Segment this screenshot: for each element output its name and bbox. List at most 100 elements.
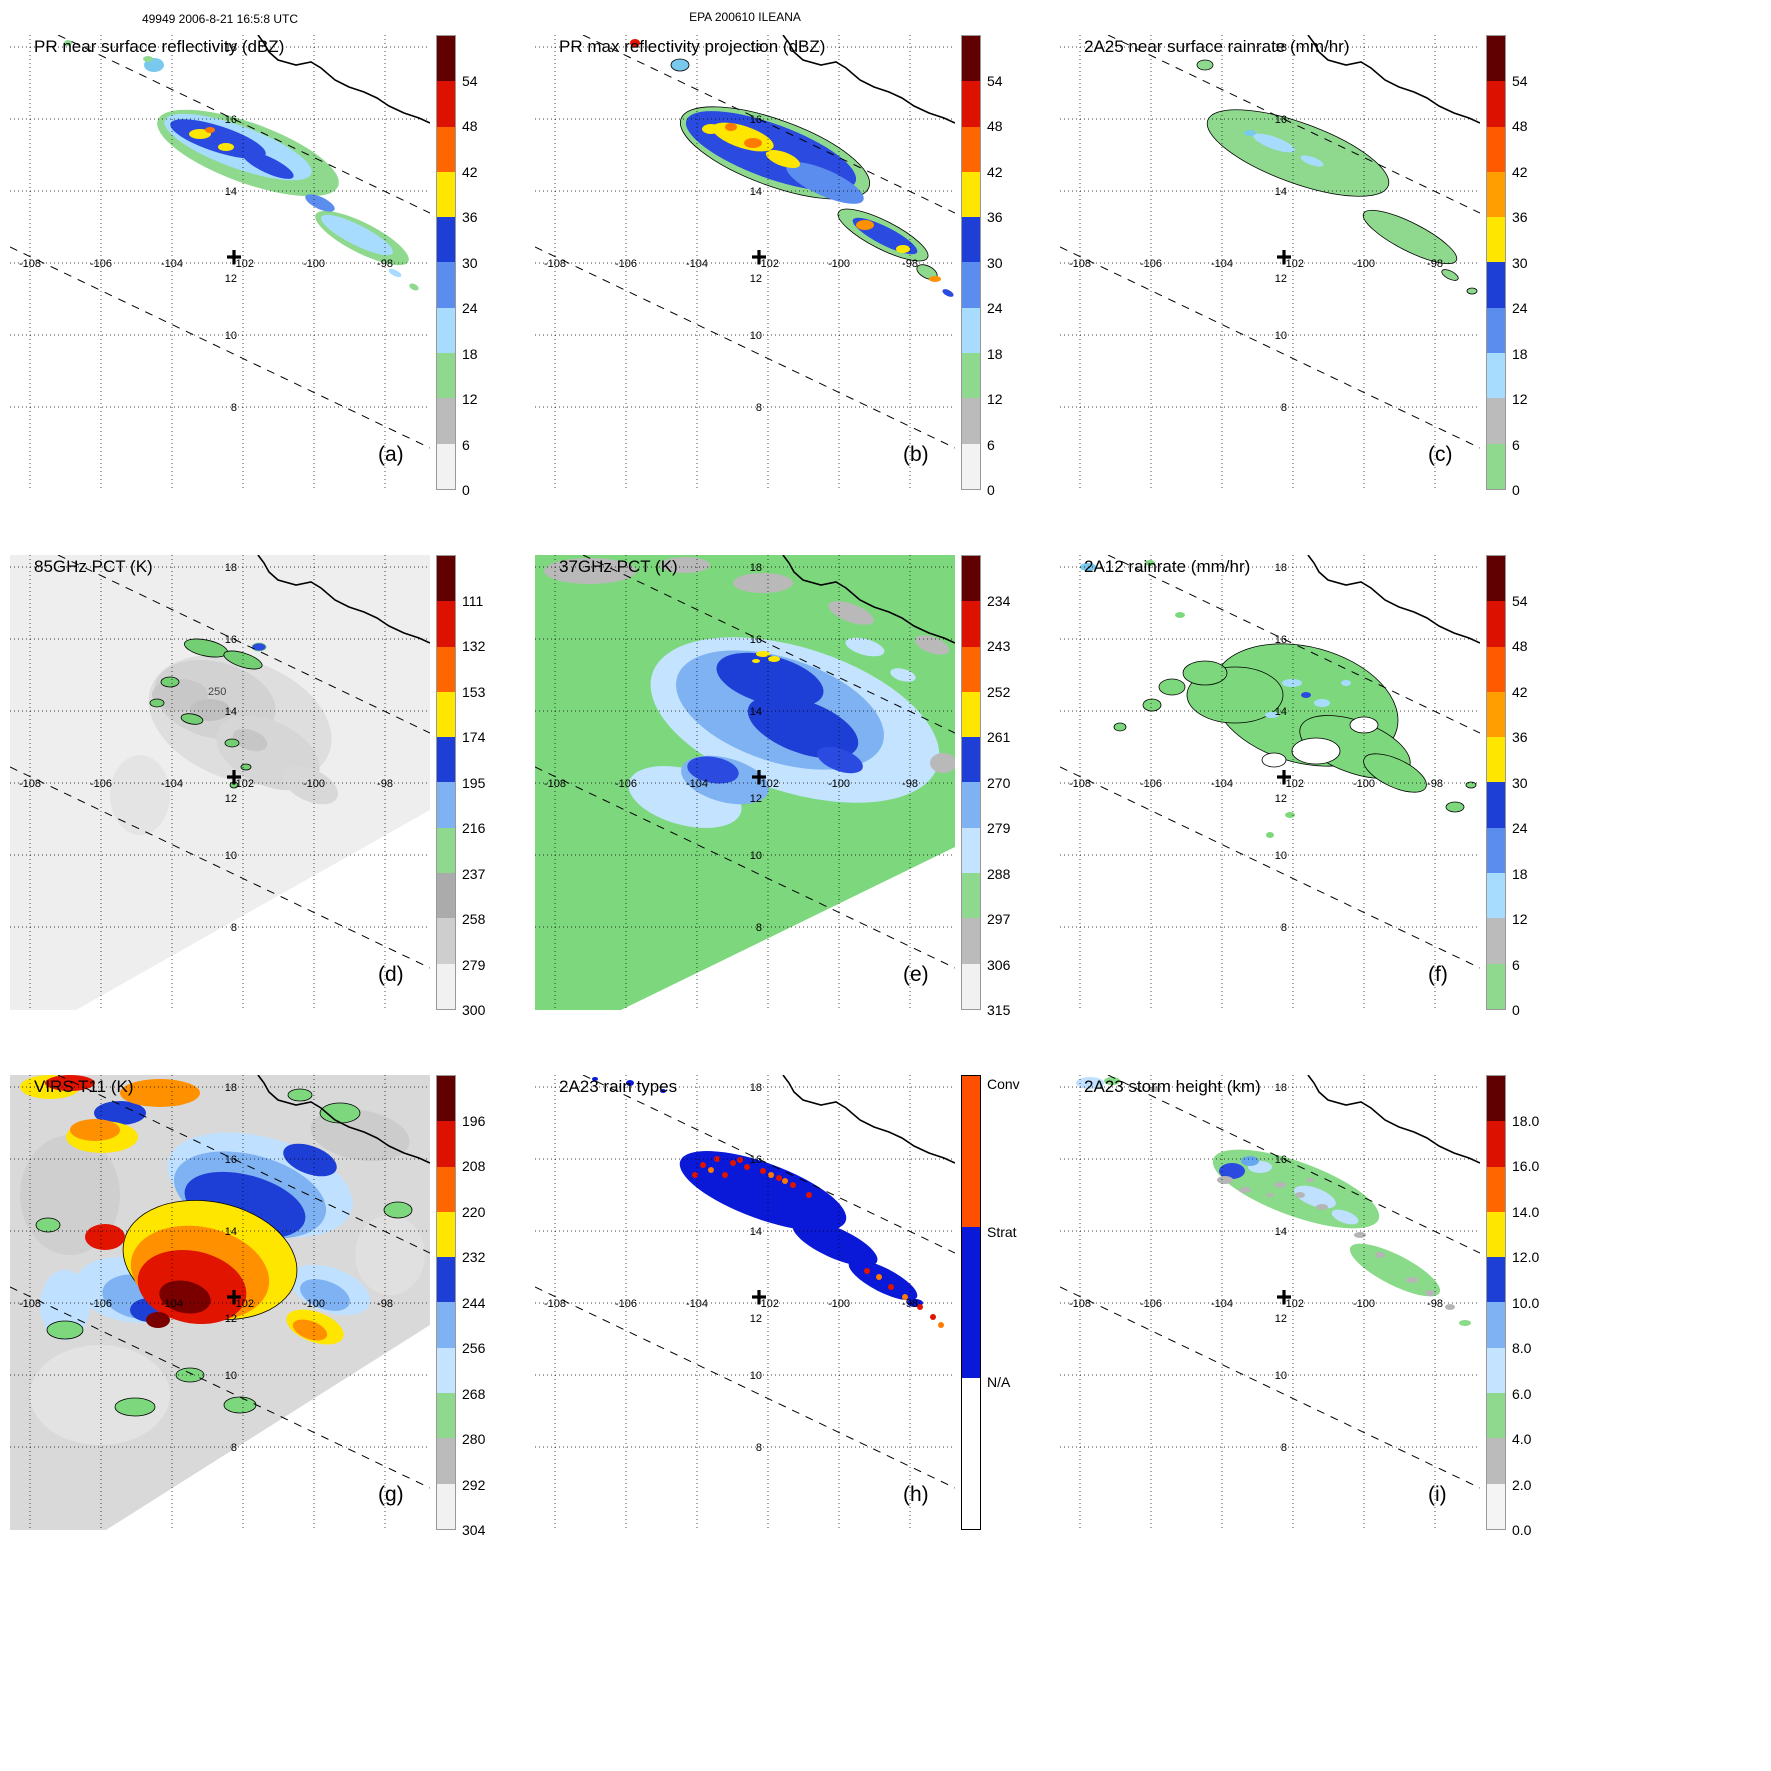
data-blob — [592, 1077, 598, 1081]
data-blob — [189, 129, 211, 139]
lat-tick-label: 8 — [756, 402, 762, 414]
colorbar-segment — [437, 126, 455, 172]
colorbar-segment — [962, 918, 980, 964]
colorbar-tick-label: 48 — [462, 118, 478, 134]
colorbar-segment — [1487, 963, 1505, 1009]
panel-letter-e: (e) — [903, 963, 929, 986]
colorbar-tick-label: 195 — [462, 774, 486, 791]
colorbar-tick-label: 12 — [1512, 911, 1528, 927]
lat-tick-label: 12 — [1275, 1313, 1287, 1325]
data-blob — [626, 1080, 634, 1086]
colorbar-tick-label: 2.0 — [1512, 1476, 1532, 1493]
data-blob — [1441, 269, 1459, 281]
lat-tick-label: 16 — [225, 114, 237, 126]
lon-tick-label: -100 — [828, 258, 850, 270]
lon-tick-label: -98 — [377, 258, 393, 270]
lon-tick-label: -102 — [1282, 1298, 1304, 1310]
colorbar-tick-label: Conv — [987, 1076, 1020, 1093]
data-blob — [321, 214, 393, 256]
lat-tick-label: 10 — [1275, 1370, 1287, 1382]
lon-tick-label: -106 — [615, 1298, 637, 1310]
colorbar-segment — [962, 126, 980, 172]
data-blob — [760, 1168, 766, 1174]
data-blob — [1158, 678, 1186, 696]
lon-tick-label: -104 — [686, 258, 708, 270]
lat-tick-label: 10 — [1275, 850, 1287, 862]
data-blob — [890, 668, 916, 682]
data-blob — [1349, 1243, 1441, 1297]
data-blob — [205, 127, 215, 133]
lon-tick-label: -100 — [303, 778, 325, 790]
colorbar-segment — [962, 827, 980, 874]
panel-e: -108 -106 -104 -102 -100 -98 18 16 14 12 10 8 37GHz … — [535, 555, 1055, 1027]
colorbar-tick-label: 18.0 — [1512, 1112, 1540, 1129]
colorbar-tick-label: 288 — [987, 865, 1011, 882]
colorbar-tick-label: 6.0 — [1512, 1385, 1532, 1402]
colorbar-segment — [1487, 1121, 1505, 1167]
map-canvas-f: -108 -106 -104 -102 -100 -98 18 16 14 12 10 8 — [1060, 555, 1480, 1010]
colorbar-e — [961, 555, 981, 1010]
coastline — [782, 35, 955, 124]
data-blob — [218, 143, 234, 151]
data-blob — [1291, 737, 1341, 765]
colorbar-segment — [1487, 262, 1505, 308]
colorbar-segment — [1487, 171, 1505, 218]
swath-edge-line — [1060, 1286, 1480, 1489]
lat-tick-label: 10 — [225, 1370, 237, 1382]
colorbar-tick-label: 48 — [1512, 118, 1528, 134]
lon-tick-label: -106 — [615, 258, 637, 270]
map-canvas-i: -108 -106 -104 -102 -100 -98 18 16 14 12 10 8 — [1060, 1075, 1480, 1530]
data-blob — [1266, 832, 1274, 838]
data-blob — [938, 1322, 944, 1328]
colorbar-segment — [437, 307, 455, 354]
colorbar-tick-label: 18 — [462, 345, 478, 362]
colorbar-segment — [962, 601, 980, 647]
panel-letter-b: (b) — [903, 443, 929, 466]
data-blob — [152, 679, 208, 711]
lat-tick-label: 18 — [750, 42, 762, 54]
colorbar-tick-label: 30 — [1512, 774, 1528, 791]
data-blob — [768, 1172, 774, 1178]
colorbar-segment — [437, 1438, 455, 1484]
colorbar-tick-label: 0 — [462, 482, 470, 498]
lon-tick-label: -106 — [615, 778, 637, 790]
colorbar-tick-label: 30 — [987, 254, 1003, 271]
colorbar-tick-label: 42 — [987, 163, 1003, 180]
swath-field — [10, 555, 430, 1010]
colorbar-tick-label: 48 — [987, 118, 1003, 134]
data-blob — [792, 1213, 808, 1221]
swath-edge-line — [10, 246, 430, 449]
data-blob — [1266, 1193, 1274, 1197]
colorbar-tick-label: 315 — [987, 1002, 1011, 1018]
colorbar-tick-label: 42 — [1512, 683, 1528, 700]
data-blob — [776, 1175, 782, 1181]
lat-tick-label: 8 — [756, 922, 762, 934]
colorbar-tick-label: 24 — [462, 300, 478, 316]
colorbar-tick-label: 300 — [462, 1002, 486, 1018]
data-blob — [159, 1280, 211, 1314]
colorbar-tick-label: 0 — [1512, 482, 1520, 498]
data-blob — [223, 1396, 257, 1414]
lat-tick-label: 14 — [225, 1226, 237, 1238]
map-canvas-b: -108 -106 -104 -102 -100 -98 18 16 14 12 10 8 — [535, 35, 955, 490]
data-blob — [888, 1284, 894, 1290]
data-blob — [660, 557, 710, 573]
data-blob — [190, 699, 230, 721]
colorbar-tick-label: 54 — [1512, 592, 1528, 609]
data-blob — [1459, 1320, 1471, 1326]
panel-a: -108 -106 -104 -102 -100 -98 18 16 14 12 10 8 PR nea… — [10, 35, 530, 507]
map-canvas-h: -108 -106 -104 -102 -100 -98 18 16 14 12 10 8 — [535, 1075, 955, 1530]
colorbar-segment — [1487, 691, 1505, 738]
colorbar-segment — [437, 1257, 455, 1303]
data-blob — [1300, 155, 1324, 167]
colorbar-tick-label: 48 — [1512, 638, 1528, 654]
data-blob — [876, 1274, 882, 1280]
panel-f: -108 -106 -104 -102 -100 -98 18 16 14 12 10 8 2A12 r… — [1060, 555, 1580, 1027]
colorbar-segment — [1487, 126, 1505, 172]
panel-title-d: 85GHz PCT (K) — [34, 557, 153, 576]
lon-tick-label: -104 — [1211, 778, 1233, 790]
colorbar-tick-label: 24 — [1512, 820, 1528, 836]
lat-tick-label: 8 — [1281, 402, 1287, 414]
data-blob — [1244, 130, 1256, 136]
lat-tick-label: 18 — [1275, 42, 1287, 54]
